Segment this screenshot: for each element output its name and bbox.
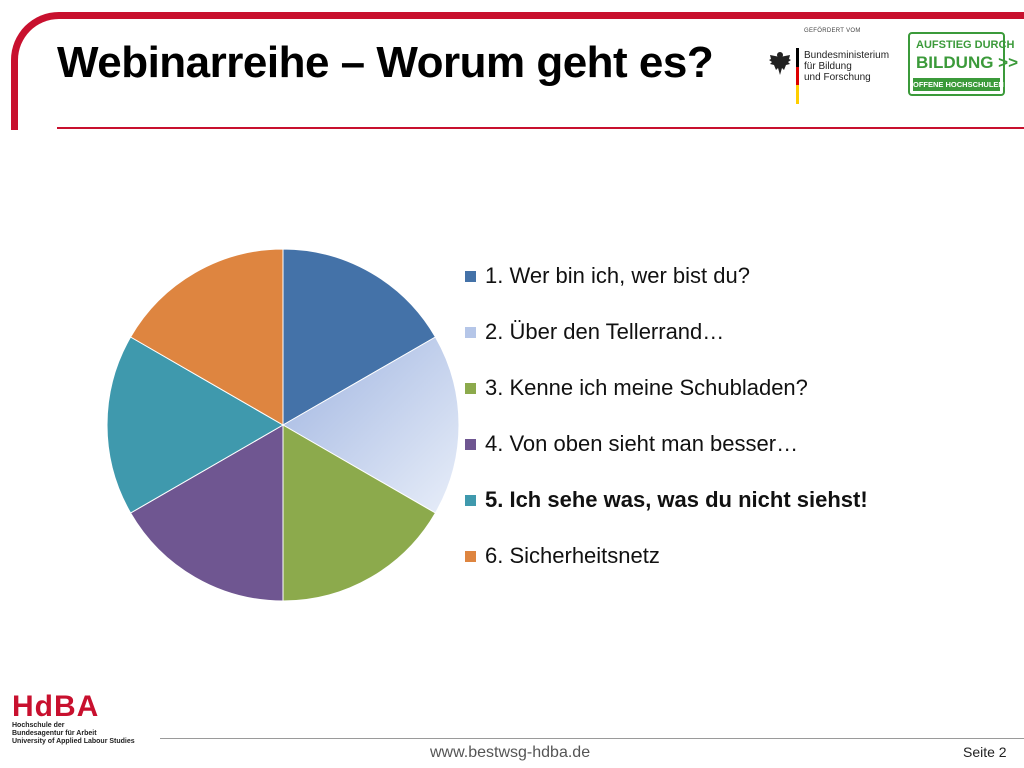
pie-slice-5 xyxy=(106,336,285,514)
german-flag-bar xyxy=(796,48,799,104)
slide-title: Webinarreihe – Worum geht es? xyxy=(57,38,714,87)
legend-swatch-3 xyxy=(465,383,476,394)
hdba-logo: HdBA Hochschule der Bundesagentur für Ar… xyxy=(12,692,162,748)
ministry-line: und Forschung xyxy=(804,72,871,83)
ministry-line: Bundesministerium xyxy=(804,50,890,61)
legend-label-1: 1. Wer bin ich, wer bist du? xyxy=(485,263,750,288)
aufstieg-logo-line2: BILDUNG >> xyxy=(916,53,1019,72)
hdba-sub-line: Bundesagentur für Arbeit xyxy=(12,730,97,737)
ministry-line: für Bildung xyxy=(804,61,852,72)
title-frame-arc xyxy=(11,12,1024,182)
sponsor-caption: GEFÖRDERT VOM xyxy=(804,28,861,34)
ministry-name: Bundesministerium für Bildung und Forsch… xyxy=(804,50,889,83)
footer-divider xyxy=(160,738,1024,739)
aufstieg-durch-bildung-logo: AUFSTIEG DURCH BILDUNG >> OFFENE HOCHSCH… xyxy=(908,32,1018,96)
legend-swatch-1 xyxy=(465,271,476,282)
topics-pie-chart xyxy=(106,248,460,602)
legend-label-5: 5. Ich sehe was, was du nicht siehst! xyxy=(485,487,868,512)
legend-label-3: 3. Kenne ich meine Schubladen? xyxy=(485,375,808,400)
title-divider xyxy=(57,127,1024,129)
pie-slice-2 xyxy=(282,336,460,514)
hdba-sub-line: University of Applied Labour Studies xyxy=(12,738,135,745)
pie-slice-6 xyxy=(129,248,284,426)
legend-swatch-5 xyxy=(465,495,476,506)
legend-label-6: 6. Sicherheitsnetz xyxy=(485,543,660,568)
pie-slice-4 xyxy=(129,424,284,602)
legend-swatch-6 xyxy=(465,551,476,562)
hdba-logo-word: HdBA xyxy=(12,690,100,723)
pie-slice-1 xyxy=(282,248,437,426)
legend-label-2: 2. Über den Tellerrand… xyxy=(485,319,725,344)
aufstieg-logo-line3: OFFENE HOCHSCHULEN xyxy=(913,78,1004,91)
pie-slice-3 xyxy=(282,424,437,602)
sponsor-block: GEFÖRDERT VOM Bundesministerium für Bild… xyxy=(768,28,889,106)
legend-swatch-2 xyxy=(465,327,476,338)
page-number: Seite 2 xyxy=(963,744,1007,760)
federal-eagle-icon xyxy=(769,52,791,75)
aufstieg-logo-line1: AUFSTIEG DURCH xyxy=(916,39,1015,51)
legend-swatch-4 xyxy=(465,439,476,450)
legend-label-4: 4. Von oben sieht man besser… xyxy=(485,431,799,456)
frame-arc-cover xyxy=(0,130,40,190)
hdba-logo-subtitle: Hochschule der Bundesagentur für Arbeit … xyxy=(12,722,135,746)
hdba-sub-line: Hochschule der xyxy=(12,722,65,729)
footer-url: www.bestwsg-hdba.de xyxy=(430,744,591,761)
